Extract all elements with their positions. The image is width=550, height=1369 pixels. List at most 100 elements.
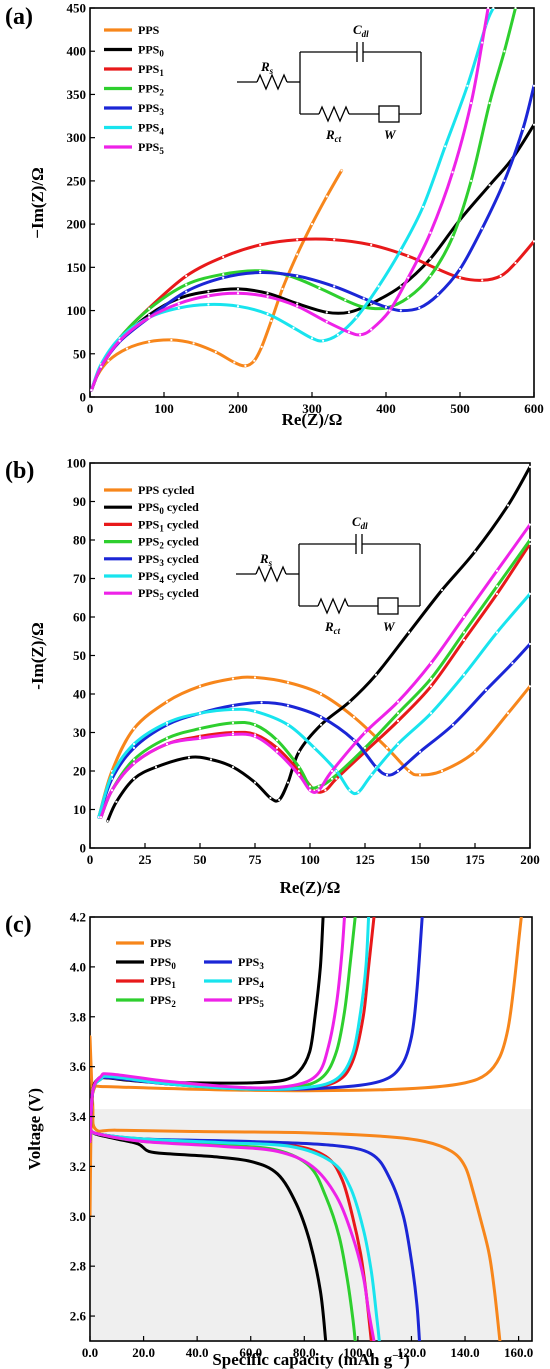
- data-point: [481, 41, 484, 44]
- data-point: [269, 796, 272, 800]
- data-point: [260, 345, 263, 348]
- data-point: [418, 750, 422, 753]
- data-point: [222, 255, 225, 259]
- data-point: [275, 739, 279, 742]
- data-point: [231, 677, 235, 680]
- series-line-pps0: [90, 123, 534, 392]
- legend-entry: PPS1: [116, 974, 176, 990]
- data-point: [444, 145, 447, 148]
- data-point: [495, 592, 499, 596]
- data-point: [396, 712, 400, 715]
- y-tick-label: 70: [73, 571, 86, 586]
- data-point: [506, 712, 510, 715]
- data-point: [318, 286, 321, 290]
- data-point: [528, 592, 532, 596]
- legend-entry: PPS5: [104, 140, 164, 156]
- x-axis-label-text: Specific capacity (mAh g: [212, 1350, 392, 1369]
- legend-label: PPS1 cycled: [138, 517, 199, 533]
- data-point: [473, 550, 477, 553]
- x-tick-label: 125: [355, 852, 375, 867]
- plot-frame: [89, 7, 535, 398]
- data-point: [198, 712, 202, 715]
- data-point: [407, 769, 411, 773]
- y-tick-label: 90: [73, 494, 86, 509]
- legend-label: PPS1: [150, 974, 176, 990]
- equivalent-circuit: Rs Cdl Rct W: [237, 22, 422, 144]
- y-tick-label: 3.4: [70, 1109, 87, 1124]
- x-tick-label: 0: [87, 852, 94, 867]
- data-point: [325, 195, 328, 198]
- data-point: [297, 773, 301, 776]
- data-point: [521, 127, 525, 131]
- x-tick-label: 20.0: [132, 1345, 155, 1360]
- data-point: [324, 789, 327, 792]
- y-tick-label: 10: [73, 802, 86, 817]
- series-line-pps3-cycled: [97, 642, 530, 819]
- data-point: [528, 685, 532, 688]
- data-point: [377, 285, 380, 288]
- data-point: [236, 292, 240, 295]
- shaded-region: [91, 1109, 531, 1340]
- equivalent-circuit: Rs Cdl Rct W: [236, 514, 421, 636]
- data-point: [165, 700, 169, 703]
- series-line-pps: [90, 169, 344, 392]
- data-point: [198, 727, 202, 730]
- y-axis-label: Voltage (V): [25, 1088, 44, 1170]
- circuit-label-rs: Rs: [260, 59, 274, 76]
- data-point: [107, 359, 110, 362]
- x-tick-label: 80.0: [293, 1345, 316, 1360]
- data-point: [503, 50, 506, 53]
- legend-label: PPS2: [150, 993, 176, 1009]
- legend: PPS PPS0 PPS1 PPS2 PPS3 PPS4 PPS5: [116, 936, 264, 1009]
- data-point: [292, 326, 295, 329]
- data-point: [462, 639, 466, 642]
- x-tick-label: 120.0: [397, 1345, 426, 1360]
- data-point: [286, 704, 290, 707]
- series-line-pps5-discharge: [90, 1127, 376, 1341]
- data-point: [308, 789, 312, 792]
- panel-label: (a): [5, 4, 33, 30]
- panel-label: (c): [5, 912, 32, 938]
- legend-entry: PPS1 cycled: [104, 517, 199, 533]
- series-line-pps2-cycled: [99, 538, 530, 819]
- data-point: [407, 254, 410, 258]
- data-point: [407, 276, 410, 279]
- data-point: [429, 274, 432, 278]
- data-point: [528, 642, 532, 646]
- curves: [90, 6, 536, 392]
- data-point: [207, 290, 210, 293]
- legend: PPS PPS0 PPS1 PPS2 PPS3 PPS4 PPS5: [104, 23, 164, 156]
- x-axis-label: Re(Z)/Ω: [280, 878, 341, 897]
- y-tick-label: 100: [67, 303, 87, 318]
- legend-label: PPS5 cycled: [138, 586, 199, 602]
- x-tick-label: 150: [410, 852, 430, 867]
- data-point: [97, 816, 100, 819]
- y-tick-label: 400: [67, 44, 87, 59]
- data-point: [286, 781, 290, 784]
- data-point: [528, 465, 532, 468]
- data-point: [436, 293, 439, 297]
- data-point: [308, 785, 312, 788]
- y-tick-label: 30: [73, 725, 86, 740]
- series-line-pps0-cycled: [106, 465, 530, 823]
- data-point: [118, 339, 121, 342]
- legend-label: PPS3: [238, 955, 264, 971]
- data-point: [458, 267, 462, 271]
- legend-label: PPS0: [138, 43, 164, 59]
- data-point: [270, 319, 273, 323]
- legend-entry: PPS5 cycled: [104, 586, 199, 602]
- circuit-label-rs: Rs: [259, 551, 273, 568]
- data-point: [506, 504, 510, 507]
- y-tick-label: 3.2: [70, 1159, 86, 1174]
- data-point: [170, 338, 173, 342]
- y-tick-label: 50: [73, 346, 86, 361]
- legend-label: PPS5: [138, 140, 164, 156]
- x-tick-label: 400: [376, 401, 396, 416]
- data-point: [185, 283, 188, 286]
- data-point: [115, 800, 118, 803]
- y-axis-label: −Im(Z)/Ω: [28, 167, 47, 238]
- x-axis-label-sup: −1: [392, 1350, 404, 1362]
- data-point: [384, 305, 388, 309]
- circuit-label-w: W: [383, 619, 396, 634]
- data-point: [348, 789, 351, 792]
